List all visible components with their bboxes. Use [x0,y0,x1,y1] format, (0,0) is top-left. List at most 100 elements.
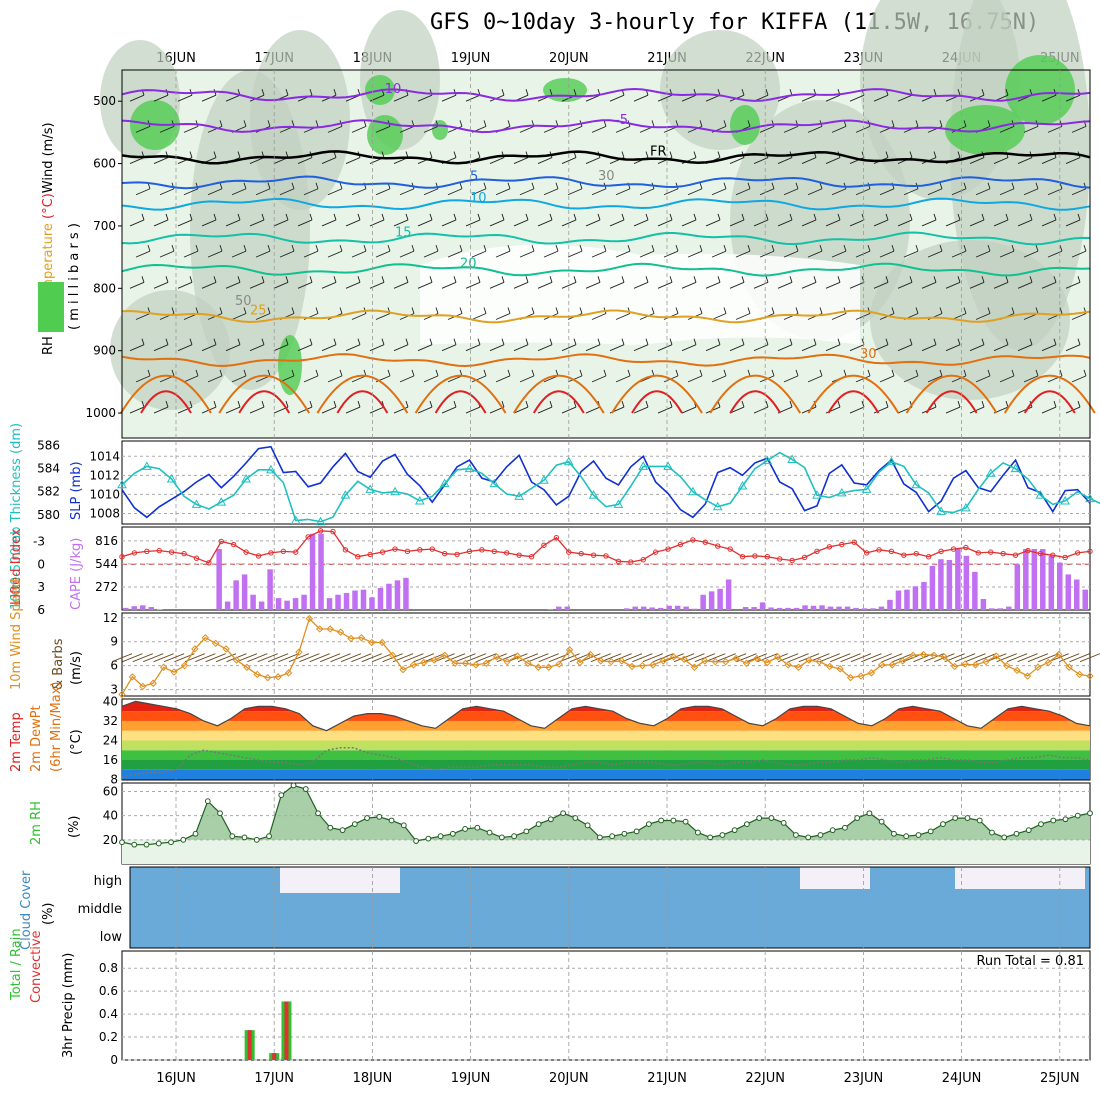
precip-convective-bar [247,1030,252,1060]
wind-barb [455,653,476,663]
wind-barb [975,313,991,320]
cape-bar [301,594,307,610]
wind-barb [705,94,721,102]
wind-speed-marker [628,662,636,671]
wind-barb [945,281,961,289]
temp-band [122,701,1090,702]
lifted-index-marker [280,548,287,555]
lifted-index-marker [392,546,398,552]
wind-barb-flag [597,338,601,345]
thickness-marker [588,490,599,499]
wind-barb-flag [477,338,481,345]
lifted-index-marker [702,539,708,545]
wind-barb-flag [141,400,145,408]
cape-bar [1031,549,1038,610]
wind-barb-flag [213,213,217,221]
wind-barb [561,406,577,414]
precip-ylabel-unit: 3hr Precip (mm) [61,953,76,1058]
wind-barb-flag [573,213,577,221]
wind-barb-flag [315,244,319,252]
cape-bar [1014,564,1021,610]
wind-barb [257,653,278,663]
wind-barb [321,406,337,414]
wind-barb [1041,281,1057,289]
wind-barb [399,250,415,258]
wind-barb [163,653,185,663]
thickness-marker [936,506,946,515]
wind-barb [543,250,559,258]
wind-barb [135,188,151,196]
wind-frame [121,612,1091,697]
wind-barb [788,653,809,663]
wind-speed-marker [305,614,314,623]
wind-barb [975,188,991,196]
wind-barb [513,157,529,164]
wind-barb [975,250,991,258]
lifted-index-marker [1062,554,1068,561]
wind-speed-marker [774,653,782,661]
wind-barb [372,653,393,663]
wind-barb [729,219,745,227]
lifted-index-marker [975,550,982,556]
thickness-marker [762,455,773,465]
rh-marker [621,830,628,837]
rh-marker [413,838,419,844]
wind-barb-flag [189,276,193,283]
wind-barb [249,219,265,227]
thickness-marker [315,516,326,526]
cape-bar [1057,562,1063,610]
thickness-marker [290,515,301,525]
wind-barb [129,157,145,164]
wind-barb [993,281,1009,289]
rh-ylabel-unit: (%) [67,816,82,839]
rh-marker [290,782,297,789]
wind-barb-flag [285,338,289,345]
rh-marker [1013,830,1020,837]
wind-speed-marker [493,653,501,661]
wind-barb [969,344,985,352]
wind-barb-flag [315,369,319,377]
wind-barb-flag [237,151,241,158]
wind-barb-flag [795,244,799,252]
surface-isotherm [218,374,311,414]
wind-barb [777,281,793,289]
cape-bar [139,605,146,610]
wind-barb [1023,125,1039,133]
isotherm-line [121,262,1091,277]
wind-barb [753,219,769,227]
rh-marker [780,819,787,826]
wind-barb-flag [885,338,889,345]
wind-barb-flag [1029,276,1033,283]
thickness-marker [1010,463,1021,473]
wind-speed-marker [742,659,751,667]
wind-barb-flag [909,276,913,283]
wind-barb-flag [531,369,535,377]
rh-marker [192,830,199,837]
thickness-marker [166,474,177,483]
wind-barb-flag [267,120,271,127]
wind-barb [417,344,433,352]
wind-barb [903,250,919,258]
date-label-bottom: 18JUN [353,1071,393,1086]
wind-barb-flag [939,120,943,127]
lifted-index-marker [1012,552,1019,558]
isotherm-line [121,119,1091,134]
cloud-fill [130,867,1090,948]
wind-barb-flag [555,244,559,252]
wind-ylabel-1: 10m Wind Speed [9,579,24,690]
lifted-index-marker [963,544,969,551]
wind-barb-flag [291,244,295,252]
rh-marker [682,818,689,825]
wind-barb-flag [549,338,553,345]
wind-barb-flag [165,400,169,408]
wind-barb-flag [381,338,385,345]
wind-speed-marker [1086,672,1094,680]
wind-speed-marker [295,648,303,656]
wind-barb-flag [453,400,457,408]
rh-marker [1025,827,1032,834]
rh-marker [658,817,665,824]
wind-barb-flag [1035,182,1039,189]
rh-marker [511,833,518,840]
wind-barb-flag [933,151,937,158]
y-tick-label: 32 [103,714,118,728]
